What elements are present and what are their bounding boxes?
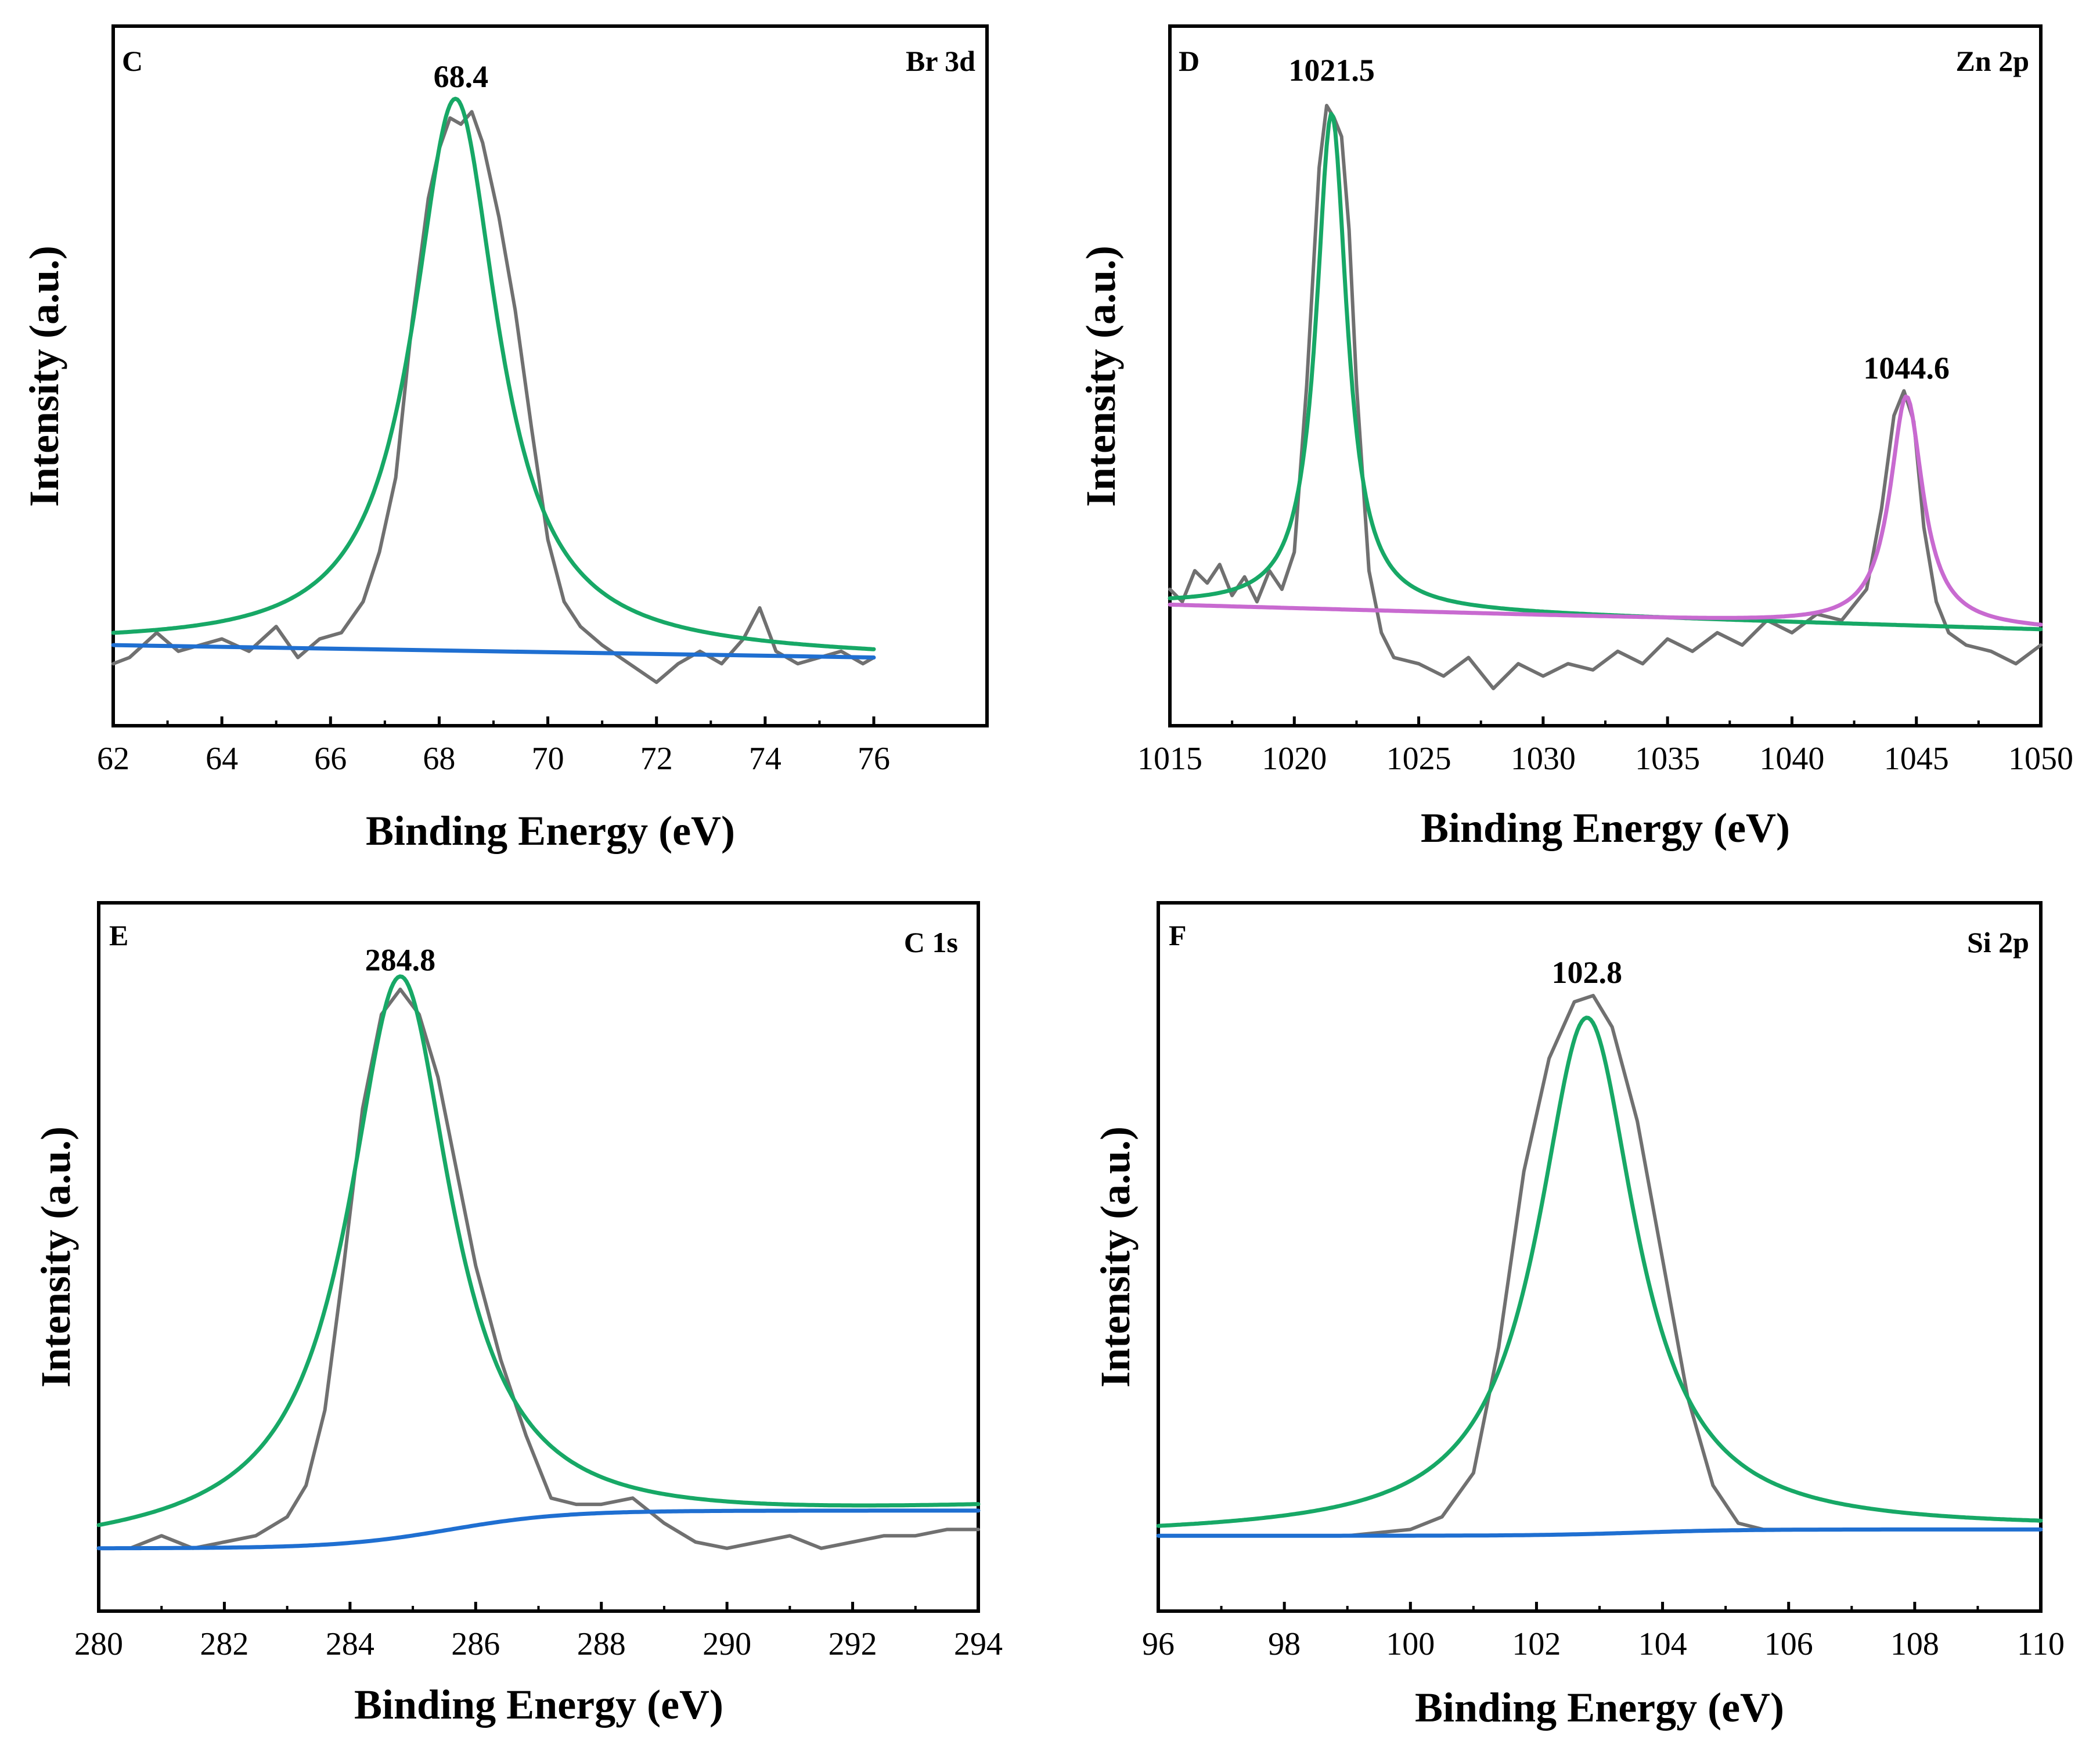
panel-e-title: C 1s: [904, 926, 958, 959]
panel-c-xtick-label: 64: [206, 741, 238, 777]
panel-f-xtick-label: 102: [1512, 1626, 1561, 1662]
panel-f-xtick-label: 104: [1638, 1626, 1687, 1662]
panel-c-fit-line: [111, 96, 876, 651]
panel-c-xtick-label: 72: [640, 741, 673, 777]
panel-f-xtick-label: 108: [1890, 1626, 1939, 1662]
panel-c-frame: [111, 24, 989, 727]
panel-c-label: C: [122, 45, 143, 77]
panel-f-xtick-label: 96: [1142, 1626, 1175, 1662]
panel-d-label: D: [1179, 45, 1200, 77]
panel-d-peak-label: 1044.6: [1863, 351, 1950, 386]
panel-d-fit-zn-2p1-2-line: [1168, 394, 2043, 627]
panel-e-xtick-label: 282: [200, 1626, 248, 1662]
panel-d-xtick-label: 1045: [1884, 741, 1949, 777]
panel-d-title: Zn 2p: [1956, 45, 2029, 77]
panel-f-xtick-label: 110: [2017, 1626, 2065, 1662]
panel-f-fit-line: [1156, 1015, 2043, 1528]
panel-f-xtick-label: 98: [1268, 1626, 1301, 1662]
panel-d-xtick-label: 1030: [1511, 741, 1576, 777]
panel-d-xtick-label: 1050: [2008, 741, 2073, 777]
panel-c-title: Br 3d: [906, 45, 975, 77]
panel-e-peak-label: 284.8: [365, 943, 436, 978]
panel-c-peak-label: 68.4: [434, 59, 489, 94]
panel-d-xtick-label: 1015: [1137, 741, 1202, 777]
panel-c-xtick-label: 66: [314, 741, 347, 777]
panel-c-xtick-label: 74: [749, 741, 781, 777]
panel-d-xtick-label: 1020: [1262, 741, 1327, 777]
panel-e-raw-line: [97, 988, 980, 1550]
panel-c-xtick-label: 70: [532, 741, 564, 777]
panel-c: C Br 3d Binding Energy (eV) Intensity (a…: [21, 24, 989, 854]
panel-c-ylabel: Intensity (a.u.): [21, 246, 67, 507]
panel-d-xtick-label: 1025: [1386, 741, 1451, 777]
panel-e-background-line: [96, 1508, 981, 1551]
panel-c-raw-line: [111, 110, 876, 685]
panel-f-background-line: [1156, 1527, 2043, 1538]
panel-e-xtick-label: 290: [703, 1626, 751, 1662]
panel-e-xtick-label: 284: [326, 1626, 374, 1662]
panel-e-xtick-label: 292: [829, 1626, 877, 1662]
panel-e-ylabel: Intensity (a.u.): [33, 1126, 79, 1388]
panel-d-xlabel: Binding Energy (eV): [1421, 805, 1790, 851]
panel-d-ylabel: Intensity (a.u.): [1078, 246, 1124, 507]
panel-f: F Si 2p Binding Energy (eV) Intensity (a…: [1092, 901, 2065, 1731]
panel-c-background-line: [111, 643, 876, 660]
panel-e-xtick-label: 288: [577, 1626, 626, 1662]
panel-e: E C 1s Binding Energy (eV) Intensity (a.…: [33, 901, 1003, 1728]
panel-d-xtick-label: 1035: [1635, 741, 1700, 777]
panel-f-label: F: [1169, 919, 1187, 952]
panel-d-xtick-label: 1040: [1759, 741, 1824, 777]
panel-f-title: Si 2p: [1967, 926, 2029, 959]
panel-e-xlabel: Binding Energy (eV): [354, 1681, 723, 1728]
panel-c-xtick-label: 76: [858, 741, 890, 777]
panel-e-xtick-label: 280: [74, 1626, 123, 1662]
panel-f-peak-label: 102.8: [1552, 955, 1623, 990]
panel-f-xtick-label: 100: [1386, 1626, 1435, 1662]
panel-f-xlabel: Binding Energy (eV): [1415, 1684, 1784, 1731]
panel-e-fit-line: [96, 974, 981, 1528]
panel-d-raw-line: [1168, 103, 2043, 690]
panel-e-xtick-label: 286: [451, 1626, 500, 1662]
panel-c-xtick-label: 68: [423, 741, 455, 777]
panel-e-xtick-label: 294: [954, 1626, 1003, 1662]
panel-d-peak-label: 1021.5: [1288, 53, 1375, 88]
panel-e-label: E: [109, 919, 128, 952]
panel-c-xtick-label: 62: [97, 741, 129, 777]
panel-f-ylabel: Intensity (a.u.): [1092, 1126, 1139, 1388]
panel-d: D Zn 2p Binding Energy (eV) Intensity (a…: [1078, 24, 2073, 851]
panel-f-xtick-label: 106: [1764, 1626, 1813, 1662]
panel-f-raw-line: [1157, 993, 2043, 1538]
panel-c-xlabel: Binding Energy (eV): [366, 808, 735, 854]
